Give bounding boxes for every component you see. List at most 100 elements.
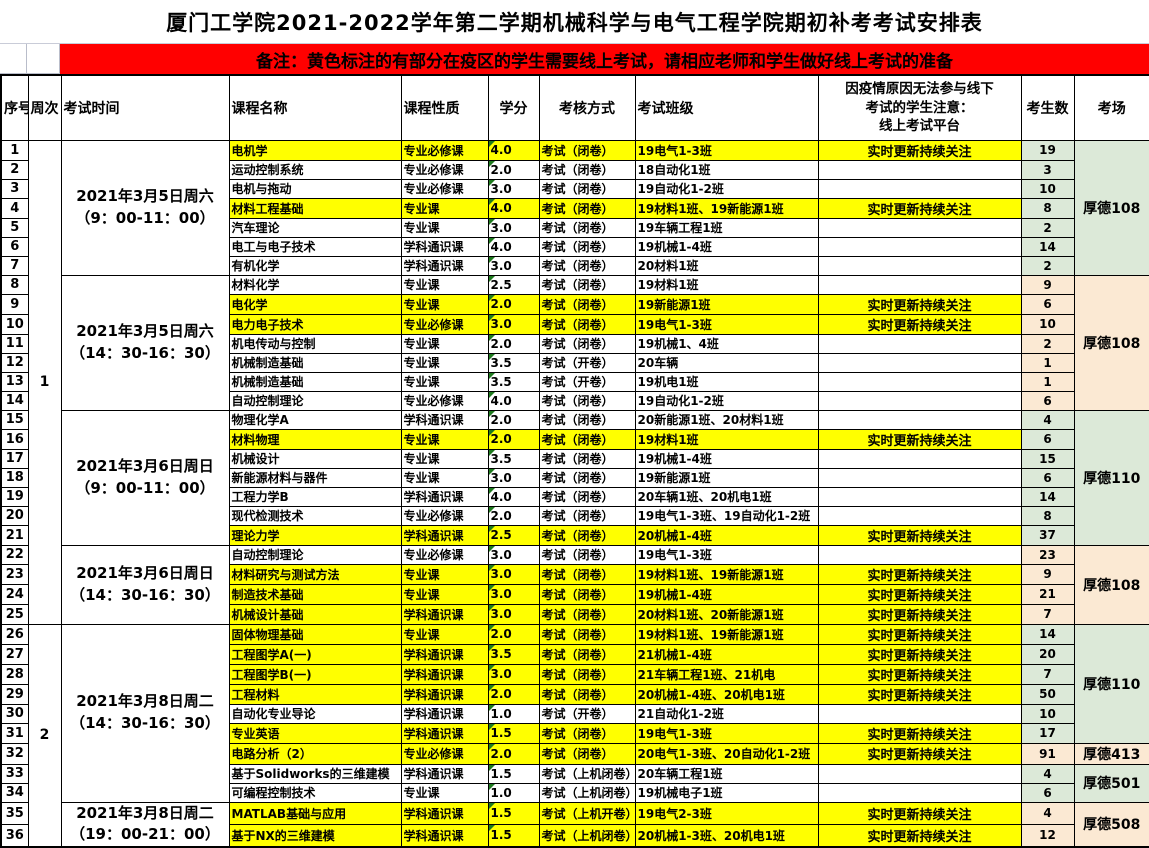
table-body: 1 1 2021年3月5日周六 （9：00-11：00） 电机学 专业必修课 4.0 考试（闭… <box>0 139 1149 848</box>
row-number-cell: 6 <box>0 236 29 257</box>
exam-class-cell: 19电气2-3班 <box>634 801 819 825</box>
row-number-cell: 20 <box>0 505 29 526</box>
table-row: 8 2021年3月5日周六 （14：30-16：30） 材料化学 专业课 2.5 考试（闭卷… <box>0 274 1149 411</box>
assessment-method-cell: 考试（开卷） <box>538 371 636 392</box>
week-cell: 2 <box>27 623 62 848</box>
course-nature-cell: 学科通识课 <box>400 603 489 625</box>
course-nature-cell: 学科通识课 <box>400 763 489 784</box>
exam-class-cell: 21自动化1-2班 <box>634 703 819 724</box>
assessment-method-cell: 考试（闭卷） <box>538 448 636 469</box>
online-platform-cell: 实时更新持续关注 <box>817 623 1022 645</box>
assessment-method-cell: 考试（闭卷） <box>538 390 636 411</box>
table-row: 10 电力电子技术 专业必修课 3.0 考试（闭卷） 19电气1-3班 实时更新持续关注 10 <box>0 313 1149 335</box>
course-name-cell: 新能源材料与器件 <box>228 467 402 488</box>
course-nature-cell: 专业必修课 <box>400 159 489 180</box>
credit-cell: 1.5 <box>487 722 540 744</box>
credit-cell: 1.0 <box>487 782 540 803</box>
online-platform-cell: 实时更新持续关注 <box>817 683 1022 705</box>
course-name-cell: 工程图学A(一) <box>228 643 402 665</box>
assessment-method-cell: 考试（闭卷） <box>538 178 636 199</box>
online-platform-cell: 实时更新持续关注 <box>817 583 1022 605</box>
row-number-cell: 23 <box>0 563 29 585</box>
course-name-cell: 工程材料 <box>228 683 402 705</box>
online-platform-cell <box>817 255 1022 276</box>
course-name-cell: 机械设计基础 <box>228 603 402 625</box>
col-header-course-name: 课程名称 <box>228 74 402 141</box>
notice-banner-row: 备注：黄色标注的有部分在疫区的学生需要线上考试，请相应老师和学生做好线上考试的准… <box>0 44 1149 74</box>
table-row: 16 材料物理 专业课 2.0 考试（闭卷） 19材料1班 实时更新持续关注 6 <box>0 428 1149 450</box>
course-nature-cell: 学科通识课 <box>400 236 489 257</box>
banner-spacer-cell-2 <box>27 44 60 74</box>
row-number-cell: 7 <box>0 255 29 276</box>
course-nature-cell: 学科通识课 <box>400 486 489 507</box>
exam-class-cell: 20车辆工程1班 <box>634 763 819 784</box>
course-nature-cell: 专业课 <box>400 623 489 645</box>
assessment-method-cell: 考试（闭卷） <box>538 217 636 238</box>
course-name-cell: 材料化学 <box>228 274 402 295</box>
credit-cell: 2.0 <box>487 293 540 315</box>
assessment-method-cell: 考试（闭卷） <box>538 603 636 625</box>
assessment-method-cell: 考试（闭卷） <box>538 159 636 180</box>
exam-class-cell: 19电气1-3班 <box>634 139 819 161</box>
examinee-count-cell: 14 <box>1020 623 1075 645</box>
course-nature-cell: 专业课 <box>400 583 489 605</box>
table-row: 33 基于Solidworks的三维建模 学科通识课 1.5 考试（上机闭卷） 20车辆工… <box>0 763 1149 803</box>
credit-cell: 1.5 <box>487 763 540 784</box>
exam-class-cell: 19电气1-3班 <box>634 722 819 744</box>
exam-class-cell: 19自动化1-2班 <box>634 390 819 411</box>
online-platform-cell <box>817 763 1022 784</box>
row-number-cell: 31 <box>0 722 29 744</box>
exam-class-cell: 20机械1-4班、20机电1班 <box>634 683 819 705</box>
assessment-method-cell: 考试（闭卷） <box>538 722 636 744</box>
row-number-cell: 24 <box>0 583 29 605</box>
exam-time-cell: 2021年3月6日周日 （14：30-16：30） <box>60 544 230 625</box>
examinee-count-cell: 4 <box>1020 801 1075 825</box>
exam-room-cell: 厚德108 <box>1073 274 1149 411</box>
row-number-cell: 18 <box>0 467 29 488</box>
course-name-cell: 汽车理论 <box>228 217 402 238</box>
credit-cell: 3.5 <box>487 643 540 665</box>
table-row: 31 专业英语 学科通识课 1.5 考试（闭卷） 19电气1-3班 实时更新持续关注 17 <box>0 722 1149 744</box>
credit-cell: 3.0 <box>487 663 540 685</box>
credit-cell: 4.0 <box>487 486 540 507</box>
exam-class-cell: 18自动化1班 <box>634 159 819 180</box>
row-number-cell: 3 <box>0 178 29 199</box>
examinee-count-cell: 6 <box>1020 428 1075 450</box>
examinee-count-cell: 20 <box>1020 643 1075 665</box>
row-number-cell: 15 <box>0 409 29 430</box>
course-nature-cell: 专业课 <box>400 274 489 295</box>
online-platform-cell: 实时更新持续关注 <box>817 197 1022 219</box>
exam-class-cell: 20电气1-3班、20自动化1-2班 <box>634 742 819 765</box>
course-name-cell: 电机学 <box>228 139 402 161</box>
exam-class-cell: 20新能源1班、20材料1班 <box>634 409 819 430</box>
assessment-method-cell: 考试（闭卷） <box>538 139 636 161</box>
course-name-cell: 机电传动与控制 <box>228 333 402 354</box>
row-number-cell: 2 <box>0 159 29 180</box>
exam-class-cell: 19机械电子1班 <box>634 782 819 803</box>
row-number-cell: 35 <box>0 801 29 825</box>
course-name-cell: 材料物理 <box>228 428 402 450</box>
assessment-method-cell: 考试（闭卷） <box>538 742 636 765</box>
row-number-cell: 19 <box>0 486 29 507</box>
course-nature-cell: 学科通识课 <box>400 663 489 685</box>
exam-time-cell: 2021年3月8日周二 （14：30-16：30） <box>60 623 230 803</box>
row-number-cell: 12 <box>0 352 29 373</box>
online-platform-cell <box>817 544 1022 565</box>
exam-class-cell: 19材料1班、19新能源1班 <box>634 563 819 585</box>
credit-cell: 2.0 <box>487 428 540 450</box>
credit-cell: 4.0 <box>487 236 540 257</box>
online-platform-cell <box>817 159 1022 180</box>
credit-cell: 1.0 <box>487 703 540 724</box>
exam-class-cell: 19自动化1-2班 <box>634 178 819 199</box>
course-name-cell: 电工与电子技术 <box>228 236 402 257</box>
course-name-cell: 电路分析（2） <box>228 742 402 765</box>
online-platform-cell <box>817 486 1022 507</box>
course-name-cell: 自动控制理论 <box>228 544 402 565</box>
online-platform-cell <box>817 236 1022 257</box>
course-nature-cell: 学科通识课 <box>400 683 489 705</box>
exam-room-cell: 厚德110 <box>1073 409 1149 546</box>
assessment-method-cell: 考试（闭卷） <box>538 563 636 585</box>
row-number-cell: 10 <box>0 313 29 335</box>
exam-class-cell: 19材料1班、19新能源1班 <box>634 197 819 219</box>
examinee-count-cell: 10 <box>1020 703 1075 724</box>
